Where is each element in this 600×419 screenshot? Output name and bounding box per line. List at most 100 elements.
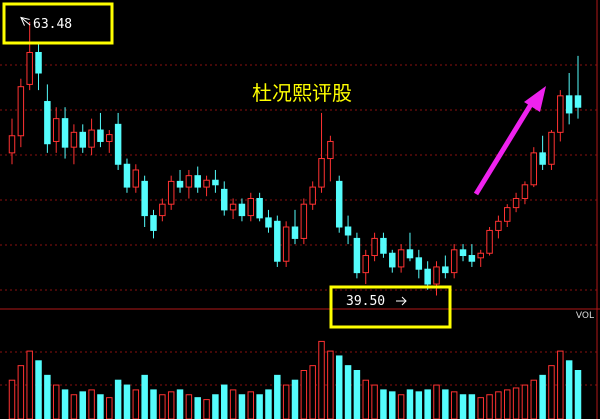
volume-bar [318,340,325,419]
candle-body [565,95,573,114]
candle-body [468,255,476,262]
candle-body [61,118,69,148]
volume-bar [238,394,246,419]
candle-body [362,255,369,274]
candle-body [106,134,113,142]
candle-body [291,226,299,239]
volume-bar [221,384,228,419]
volume-bar [504,389,511,419]
volume-bar [123,384,131,419]
candle-body [176,180,184,188]
candle-body [459,249,467,257]
volume-bar [229,389,237,419]
candle-body [442,266,449,274]
candle-body [344,226,352,236]
candle-body [539,152,546,165]
candle-body [309,186,316,205]
candle-body [256,197,263,219]
volume-bar [44,374,51,419]
arrow-icon [396,296,407,306]
volume-bar [548,365,555,419]
trend-arrow [473,99,536,196]
candle-body [300,203,308,239]
volume-bar [335,355,343,419]
candle-body [574,95,582,108]
candle-body [557,95,564,133]
volume-bar [97,394,104,419]
candle-body [114,123,122,165]
volume-bar [389,391,396,419]
candle-body [433,266,440,285]
volume-bar [512,387,520,419]
annotation-box [329,285,452,329]
candle-body [150,215,157,231]
candle-body [371,237,378,257]
candle-body [159,203,166,217]
candle-body [477,252,484,259]
volume-bar [574,370,582,419]
volume-bar [274,374,281,419]
volume-bar [468,394,476,419]
volume-bar [477,397,484,419]
volume-bar [450,391,458,419]
chart-title: 杜况熙评股 [252,81,352,105]
candle-body [406,249,414,259]
candle-body [70,131,78,148]
candle-body [185,175,193,188]
candle-body [450,249,458,274]
candle-body [353,237,361,274]
candle-body [88,129,95,148]
low-label: 39.50 [346,294,385,309]
volume-bar [397,394,405,419]
volume-bar [557,350,564,419]
volume-bar [353,370,361,419]
volume-bar [415,391,423,419]
volume-bar [291,379,299,419]
candle-body [97,129,104,142]
volume-bar [539,374,546,419]
candle-body [512,197,520,209]
volume-bar [380,389,387,419]
volume-bar [35,360,42,419]
candle-body [212,179,219,186]
volume-bar [79,391,86,419]
candle-body [282,226,290,262]
candle-body [141,180,148,217]
candle-body [424,268,431,285]
candle-body [504,207,511,222]
candle-body [548,131,555,165]
candle-body [521,184,529,199]
candle-body [132,169,140,188]
volume-bar [495,391,502,419]
arrow-icon [20,16,31,26]
candle-body [44,101,51,145]
volume-bar [327,350,334,419]
volume-bar [167,391,175,419]
candle-body [327,140,334,160]
candle-body [229,203,237,211]
volume-bar [300,370,308,419]
high-label: 63.48 [33,17,72,32]
volume-bar [159,394,166,419]
volume-bar [185,394,193,419]
volume-bar [256,394,263,419]
volume-bar [309,365,316,419]
candle-body [495,220,502,231]
volume-bar [247,391,255,419]
volume-bar [530,379,538,419]
candle-body [194,175,201,188]
volume-bar [565,360,573,419]
volume-bar [26,350,33,419]
candle-body [238,203,246,217]
volume-bar [194,397,201,419]
candle-body [35,51,42,74]
candle-body [123,163,131,188]
candle-body [203,179,210,188]
volume-bar [362,379,369,419]
volume-bar [424,389,431,419]
candle-body [8,135,16,154]
volume-bar [17,365,25,419]
candle-body [335,180,343,228]
